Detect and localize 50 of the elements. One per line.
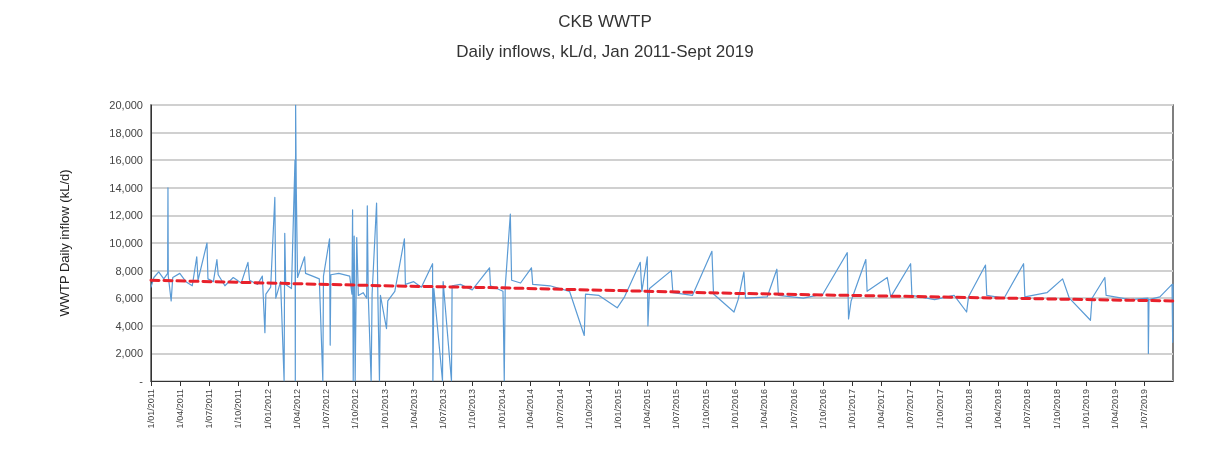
x-tick-label: 1/04/2016 (759, 389, 770, 430)
y-tick-label: 6,000 (115, 292, 143, 305)
x-tick-label: 1/10/2017 (934, 389, 945, 430)
y-tick-label: 20,000 (109, 99, 143, 111)
x-tick-label: 1/07/2019 (1138, 389, 1149, 430)
x-tick-label: 1/04/2012 (291, 389, 302, 430)
y-tick-label: 14,000 (109, 181, 143, 194)
x-tick-label: 1/10/2014 (584, 389, 595, 430)
x-tick-label: 1/10/2015 (700, 389, 711, 430)
x-tick-label: 1/07/2012 (321, 389, 332, 430)
y-tick-label: 10,000 (109, 237, 143, 249)
x-tick-label: 1/04/2015 (642, 389, 653, 430)
x-tick-label: 1/01/2016 (730, 389, 741, 430)
x-tick-label: 1/01/2012 (262, 389, 273, 430)
y-tick-label: 8,000 (115, 264, 143, 277)
x-tick-label: 1/04/2017 (876, 389, 887, 430)
x-tick-label: 1/10/2013 (467, 389, 478, 430)
line-series (149, 278, 1175, 303)
x-tick-label: 1/01/2019 (1080, 389, 1091, 430)
x-tick-label: 1/07/2017 (905, 389, 916, 430)
x-tick-label: 1/01/2013 (379, 389, 390, 430)
x-tick-label: 1/04/2013 (408, 389, 419, 430)
y-tick-label: 4,000 (115, 319, 143, 332)
x-tick-label: 1/04/2014 (525, 389, 536, 430)
y-tick-label: 12,000 (109, 209, 143, 222)
y-axis-title: WWTP Daily inflow (kL/d) (57, 169, 72, 317)
y-tick-label: 18,000 (109, 126, 143, 139)
x-tick-label: 1/07/2015 (671, 389, 682, 430)
x-tick-label: 1/10/2011 (233, 389, 244, 429)
x-tick-label: 1/01/2011 (146, 389, 156, 429)
x-tick-label: 1/10/2018 (1051, 389, 1062, 430)
x-tick-label: 1/07/2011 (203, 389, 214, 429)
x-tick-label: 1/07/2016 (788, 389, 799, 430)
x-tick-label: 1/04/2019 (1109, 389, 1120, 430)
y-tick-label: 2,000 (115, 347, 143, 360)
chart-title: CKB WWTP (558, 12, 652, 31)
y-tick-label: - (139, 375, 144, 387)
x-tick-label: 1/01/2017 (847, 389, 858, 430)
x-tick-label: 1/01/2015 (613, 389, 624, 430)
x-tick-label: 1/04/2011 (174, 389, 185, 429)
x-tick-label: 1/01/2014 (496, 389, 507, 430)
x-tick-label: 1/07/2013 (437, 389, 448, 430)
x-tick-label: 1/01/2018 (964, 389, 975, 430)
x-tick-label: 1/07/2018 (1022, 389, 1033, 430)
chart-subtitle: Daily inflows, kL/d, Jan 2011-Sept 2019 (456, 42, 754, 61)
y-tick-label: 16,000 (109, 154, 143, 167)
x-tick-label: 1/04/2018 (992, 389, 1003, 430)
x-tick-label: 1/10/2016 (817, 389, 828, 430)
x-tick-label: 1/10/2012 (350, 389, 361, 430)
x-tick-label: 1/07/2014 (554, 389, 565, 430)
